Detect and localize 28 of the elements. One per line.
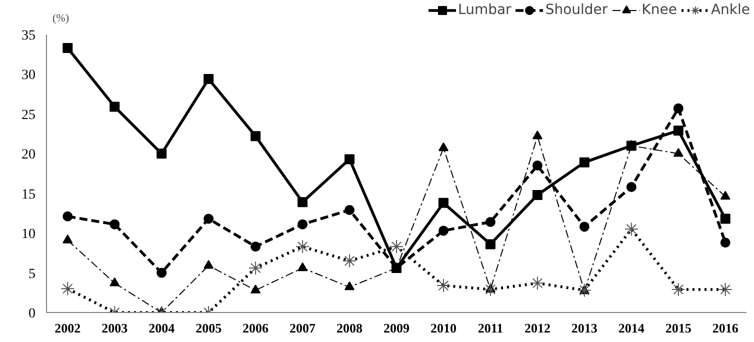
legend-label: Shoulder <box>545 2 608 18</box>
x-tick-label: 2003 <box>102 320 128 336</box>
x-tick-label: 2005 <box>196 320 222 336</box>
y-tick-label: 30 <box>22 68 36 84</box>
x-tick-label: 2011 <box>478 320 504 336</box>
y-tick-label: 25 <box>22 108 36 123</box>
x-tick-label: 2013 <box>571 320 598 336</box>
y-tick-label: 5 <box>28 266 36 282</box>
x-tick-label: 2007 <box>290 320 316 336</box>
y-tick-label: 20 <box>22 148 36 163</box>
x-tick-label: 2016 <box>712 320 739 336</box>
x-tick-label: 2015 <box>665 320 692 336</box>
legend-label: Ankle <box>710 2 750 18</box>
x-tick-label: 2010 <box>430 320 456 336</box>
x-tick-label: 2014 <box>618 320 645 336</box>
x-tick-label: 2012 <box>524 320 550 336</box>
y-tick-label: 35 <box>22 28 36 44</box>
y-tick-label: 15 <box>22 187 36 202</box>
y-tick-label: 0 <box>28 306 36 322</box>
y-tick-label: 10 <box>22 227 36 242</box>
x-tick-label: 2009 <box>384 320 410 336</box>
x-tick-label: 2006 <box>242 320 270 336</box>
legend-label: Lumbar <box>458 2 512 18</box>
x-tick-label: 2002 <box>54 320 81 336</box>
y-axis-title: (%) <box>52 12 70 24</box>
x-tick-label: 2004 <box>148 320 176 336</box>
x-tick-label: 2008 <box>336 320 364 336</box>
legend-label: Knee <box>642 2 677 18</box>
